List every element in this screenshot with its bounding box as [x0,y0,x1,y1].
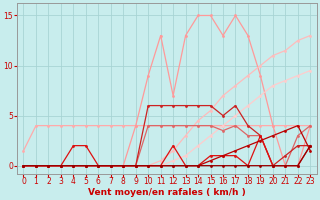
X-axis label: Vent moyen/en rafales ( km/h ): Vent moyen/en rafales ( km/h ) [88,188,246,197]
